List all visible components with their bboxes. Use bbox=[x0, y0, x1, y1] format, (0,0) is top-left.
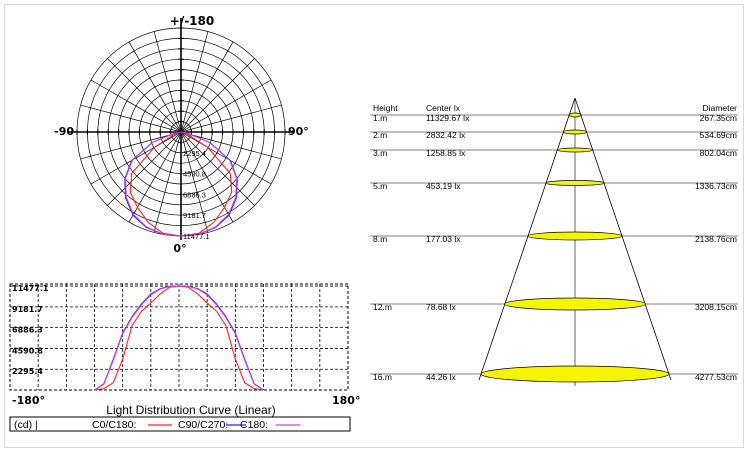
cone-row-diameter: 534.69cm bbox=[700, 130, 737, 140]
linear-chart-title: Light Distribution Curve (Linear) bbox=[106, 403, 275, 417]
polar-top-label: +/-180 bbox=[170, 14, 214, 28]
legend: (cd) | C0/C180: C90/C270: C180: bbox=[9, 416, 351, 432]
cone-row-diameter: 3208.15cm bbox=[695, 302, 737, 312]
report-frame bbox=[4, 4, 744, 448]
cone-row-height: 8.m bbox=[373, 234, 387, 244]
cone-row-height: 5.m bbox=[373, 181, 387, 191]
cone-row-center: 11329.67 lx bbox=[426, 113, 470, 123]
polar-spoke bbox=[90, 131, 182, 185]
polar-chart: 2295.4 4590.8 6886.3 9181.7 11477.1 +/-180 -… bbox=[54, 14, 309, 255]
polar-spoke bbox=[180, 131, 272, 185]
polar-spoke bbox=[180, 131, 282, 160]
cone-row-center: 177.03 lx bbox=[426, 234, 461, 244]
cone-light-ellipse bbox=[562, 129, 588, 135]
cone-row-diameter: 267.35cm bbox=[700, 113, 737, 123]
legend-c180-label: C180: bbox=[240, 419, 268, 431]
cone-row-height: 12.m bbox=[373, 302, 392, 312]
polar-ring-label: 2295.4 bbox=[183, 149, 206, 158]
polar-spoke bbox=[80, 104, 182, 133]
cone-row-diameter: 1336.73cm bbox=[695, 181, 737, 191]
linear-y-ticks: 11477.1 9181.7 6886.3 4590.8 2295.4 bbox=[12, 284, 49, 376]
cone-row-center: 2832.42 lx bbox=[426, 130, 466, 140]
legend-c0-label: C0/C180: bbox=[92, 419, 136, 431]
cone-row-height: 2.m bbox=[373, 130, 387, 140]
linear-chart: 11477.1 9181.7 6886.3 4590.8 2295.4 -180° 18… bbox=[9, 283, 360, 432]
cone-row-height: 3.m bbox=[373, 148, 387, 158]
polar-spoke bbox=[180, 131, 209, 233]
cone-rows: 1.m 11329.67 lx 267.35cm 2.m 2832.42 lx 534.6… bbox=[370, 112, 738, 383]
polar-curve-c180 bbox=[124, 131, 238, 237]
legend-box bbox=[9, 416, 351, 432]
legend-unit: (cd) | bbox=[14, 419, 38, 431]
polar-spoke bbox=[128, 131, 182, 223]
polar-spoke bbox=[153, 131, 182, 233]
polar-right-label: 90° bbox=[288, 125, 309, 138]
polar-spoke bbox=[180, 79, 272, 133]
polar-ring-label: 4590.8 bbox=[183, 170, 206, 179]
linear-y-tick-label: 6886.3 bbox=[12, 326, 43, 335]
cone-row-diameter: 802.04cm bbox=[700, 148, 737, 158]
cone-row-height: 1.m bbox=[373, 113, 387, 123]
cone-row-diameter: 2138.76cm bbox=[695, 234, 737, 244]
polar-left-label: -90 bbox=[54, 125, 74, 138]
polar-spoke bbox=[90, 79, 182, 133]
cone-row-center: 78.68 lx bbox=[426, 302, 457, 312]
linear-y-tick-label: 9181.7 bbox=[12, 305, 43, 314]
polar-spoke bbox=[180, 41, 234, 133]
cone-right-edge bbox=[574, 97, 672, 381]
linear-y-tick-label: 11477.1 bbox=[12, 284, 49, 293]
linear-grid bbox=[9, 283, 349, 391]
cone-left-edge bbox=[478, 97, 576, 381]
polar-spoke bbox=[107, 58, 182, 133]
cone-row-diameter: 4277.53cm bbox=[695, 372, 737, 382]
polar-grid bbox=[69, 18, 293, 240]
polar-spoke bbox=[180, 131, 255, 206]
cone-light-ellipse bbox=[527, 231, 623, 241]
polar-spoke bbox=[180, 58, 255, 133]
cone-light-ellipse bbox=[568, 112, 582, 118]
cone-header-height: Height bbox=[373, 103, 398, 113]
polar-bottom-label: 0° bbox=[173, 242, 186, 255]
linear-curves bbox=[94, 285, 264, 391]
polar-spoke bbox=[80, 131, 182, 160]
cone-row-center: 1258.85 lx bbox=[426, 148, 466, 158]
polar-curves bbox=[124, 131, 238, 237]
polar-ring-label: 6886.3 bbox=[183, 190, 206, 199]
polar-spoke bbox=[107, 131, 182, 206]
cone-light-ellipse bbox=[480, 365, 670, 383]
cone-light-ellipse bbox=[557, 147, 593, 153]
polar-ring-label: 11477.1 bbox=[183, 232, 210, 241]
polar-spoke bbox=[128, 41, 182, 133]
cone-header-diameter: Diameter bbox=[703, 103, 738, 113]
cone-row-center: 44.26 lx bbox=[426, 372, 457, 382]
cone-light-ellipse bbox=[545, 180, 605, 186]
linear-curve-c180 bbox=[94, 285, 264, 391]
polar-spoke bbox=[153, 31, 182, 133]
cone-row-center: 453.19 lx bbox=[426, 181, 461, 191]
linear-y-tick-label: 4590.8 bbox=[12, 346, 43, 355]
linear-x-left-label: -180° bbox=[12, 394, 45, 407]
linear-x-right-label: 180° bbox=[332, 394, 360, 407]
polar-ring-label: 9181.7 bbox=[183, 211, 206, 220]
cone-row-height: 16.m bbox=[373, 372, 392, 382]
cone-light-ellipse bbox=[504, 297, 646, 311]
cone-header-center: Center lx bbox=[426, 103, 461, 113]
polar-spoke bbox=[180, 104, 282, 133]
polar-spoke bbox=[180, 31, 209, 133]
legend-c90-label: C90/C270: bbox=[178, 419, 228, 431]
polar-ring-labels: 2295.4 4590.8 6886.3 9181.7 11477.1 bbox=[183, 149, 210, 241]
illuminance-cone: Height Center lx Diameter 1.m 11329.67 lx… bbox=[370, 97, 738, 386]
linear-y-tick-label: 2295.4 bbox=[12, 367, 43, 376]
cone-outline bbox=[478, 97, 672, 386]
